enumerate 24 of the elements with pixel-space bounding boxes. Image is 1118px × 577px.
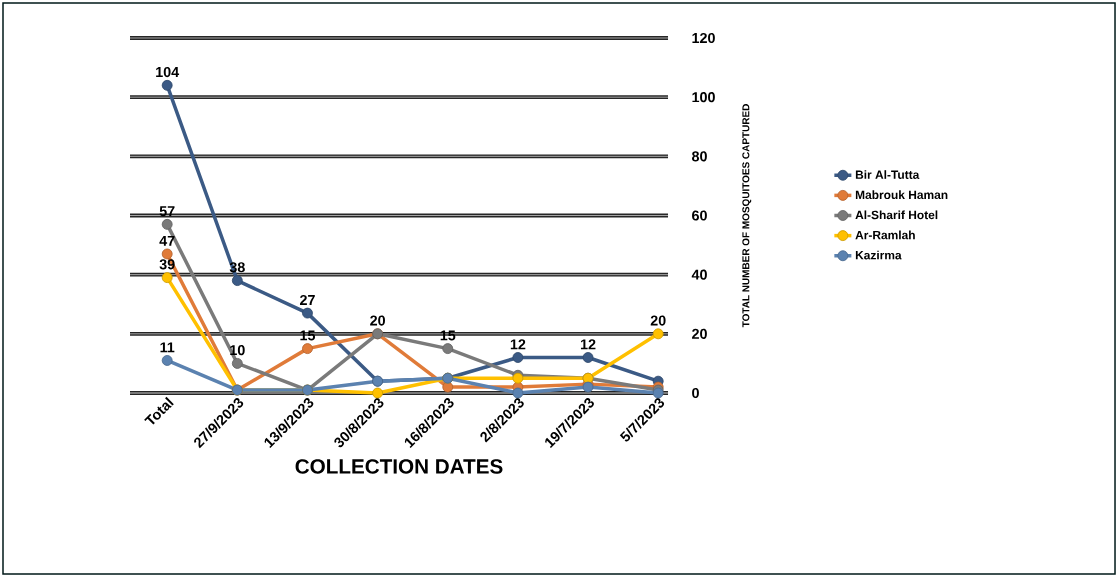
y-tick-label: 80 [691,151,707,162]
legend-label: Ar-Ramlah [855,230,915,240]
data-label: 20 [370,315,385,326]
y-axis-title: TOTAL NUMBER OF MOSQUITOES CAPTURED [742,104,752,328]
data-label: 20 [650,315,666,326]
legend-label: Bir Al-Tutta [855,170,920,179]
y-tick-label: 0 [692,387,699,399]
data-label: 57 [159,206,175,217]
x-axis-title: COLLECTION DATES [295,459,503,474]
data-label: 12 [580,339,596,350]
data-label: 27 [299,294,315,305]
y-tick-label: 60 [692,210,707,221]
data-label: 12 [510,339,526,350]
data-label: 11 [160,342,175,353]
y-tick-label: 120 [692,32,715,44]
data-label: 47 [159,235,175,246]
y-tick-label: 40 [691,269,707,280]
y-tick-label: 100 [692,92,715,103]
data-label: 10 [230,345,245,356]
legend-label: Kazirma [855,250,902,260]
y-tick-label: 20 [692,328,707,339]
legend-label: Al-Sharif Hotel [855,210,938,220]
data-label: 104 [156,66,180,78]
legend-label: Mabrouk Haman [855,190,948,200]
